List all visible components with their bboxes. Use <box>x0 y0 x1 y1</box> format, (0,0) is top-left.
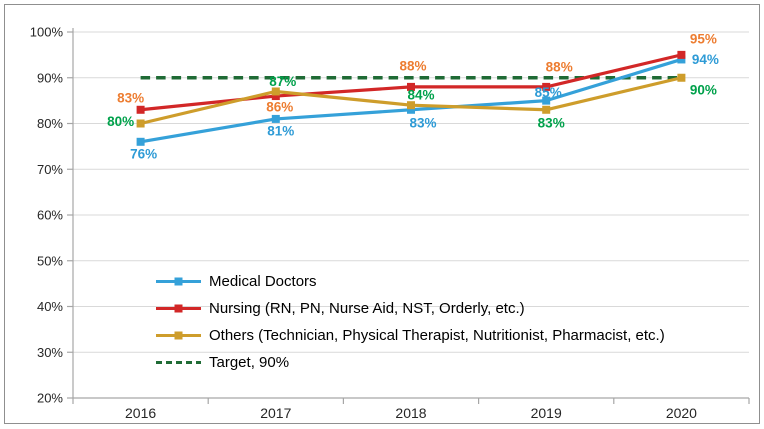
y-tick-label-100: 100% <box>30 25 64 40</box>
y-tick-label-60: 60% <box>37 208 63 223</box>
data-label-others-technician-2018: 84% <box>407 88 434 103</box>
legend-label-nursing: Nursing (RN, PN, Nurse Aid, NST, Orderly… <box>209 300 525 317</box>
y-tick-label-50: 50% <box>37 253 63 268</box>
y-tick-label-30: 30% <box>37 345 63 360</box>
y-tick-label-20: 20% <box>37 391 63 406</box>
data-label-others-technician-2020: 90% <box>690 82 717 97</box>
chart-legend: Medical Doctors Nursing (RN, PN, Nurse A… <box>155 268 665 376</box>
legend-line-swatch-medical-doctors <box>156 277 201 286</box>
marker-others-technician-2018 <box>407 101 415 110</box>
legend-line-swatch-target <box>156 361 201 364</box>
marker-nursing-rn-2020 <box>677 50 686 59</box>
legend-item-nursing: Nursing (RN, PN, Nurse Aid, NST, Orderly… <box>155 295 665 322</box>
data-label-others-technician-2016: 80% <box>107 114 134 129</box>
data-label-nursing-rn-2016: 83% <box>117 90 144 105</box>
data-label-medical-doctors-2017: 81% <box>267 123 294 138</box>
data-label-others-technician-2017: 87% <box>269 74 296 89</box>
legend-item-medical-doctors: Medical Doctors <box>155 268 665 295</box>
x-tick-label-2016: 2016 <box>125 405 156 421</box>
legend-line-swatch-others <box>156 331 201 340</box>
marker-nursing-rn-2019 <box>542 82 551 91</box>
legend-label-others: Others (Technician, Physical Therapist, … <box>209 327 665 344</box>
chart-frame: 20% 30% 40% 50% 60% 70% 80% 90% 100% 2016 2017 2018… <box>4 4 760 424</box>
legend-item-others: Others (Technician, Physical Therapist, … <box>155 322 665 349</box>
data-label-others-technician-2019: 83% <box>538 115 565 130</box>
line-chart-plot-area: 20% 30% 40% 50% 60% 70% 80% 90% 100% 2016 2017 2018… <box>30 25 750 421</box>
marker-nursing-rn-2018 <box>407 82 415 91</box>
data-label-medical-doctors-2019: 85% <box>535 85 562 100</box>
data-label-nursing-rn-2020: 95% <box>690 31 717 46</box>
marker-nursing-rn-2016 <box>136 105 145 114</box>
marker-medical-doctors-2018 <box>407 105 415 114</box>
legend-item-target: Target, 90% <box>155 349 665 376</box>
marker-others-technician-2016 <box>136 119 145 128</box>
data-label-nursing-rn-2019: 88% <box>546 59 573 74</box>
data-label-medical-doctors-2016: 76% <box>130 146 157 161</box>
legend-label-medical-doctors: Medical Doctors <box>209 273 317 290</box>
data-label-nursing-rn-2018: 88% <box>399 58 426 73</box>
marker-medical-doctors-2019 <box>542 96 551 105</box>
y-tick-label-70: 70% <box>37 162 63 177</box>
data-label-medical-doctors-2020: 94% <box>692 52 719 67</box>
marker-medical-doctors-2016 <box>136 137 145 146</box>
marker-nursing-rn-2017 <box>271 92 280 101</box>
marker-medical-doctors-2020 <box>677 55 686 64</box>
marker-others-technician-2020 <box>677 73 686 82</box>
x-tick-label-2019: 2019 <box>531 405 562 421</box>
y-tick-label-90: 90% <box>37 70 63 85</box>
marker-others-technician-2019 <box>542 105 551 114</box>
marker-medical-doctors-2017 <box>271 114 280 123</box>
y-tick-label-80: 80% <box>37 116 63 131</box>
y-tick-label-40: 40% <box>37 299 63 314</box>
x-tick-label-2017: 2017 <box>260 405 291 421</box>
data-label-medical-doctors-2018: 83% <box>409 115 436 130</box>
x-tick-label-2020: 2020 <box>666 405 697 421</box>
x-tick-label-2018: 2018 <box>395 405 426 421</box>
data-label-nursing-rn-2017: 86% <box>266 100 293 115</box>
legend-line-swatch-nursing <box>156 304 201 313</box>
legend-label-target: Target, 90% <box>209 354 290 371</box>
marker-others-technician-2017 <box>271 87 280 96</box>
